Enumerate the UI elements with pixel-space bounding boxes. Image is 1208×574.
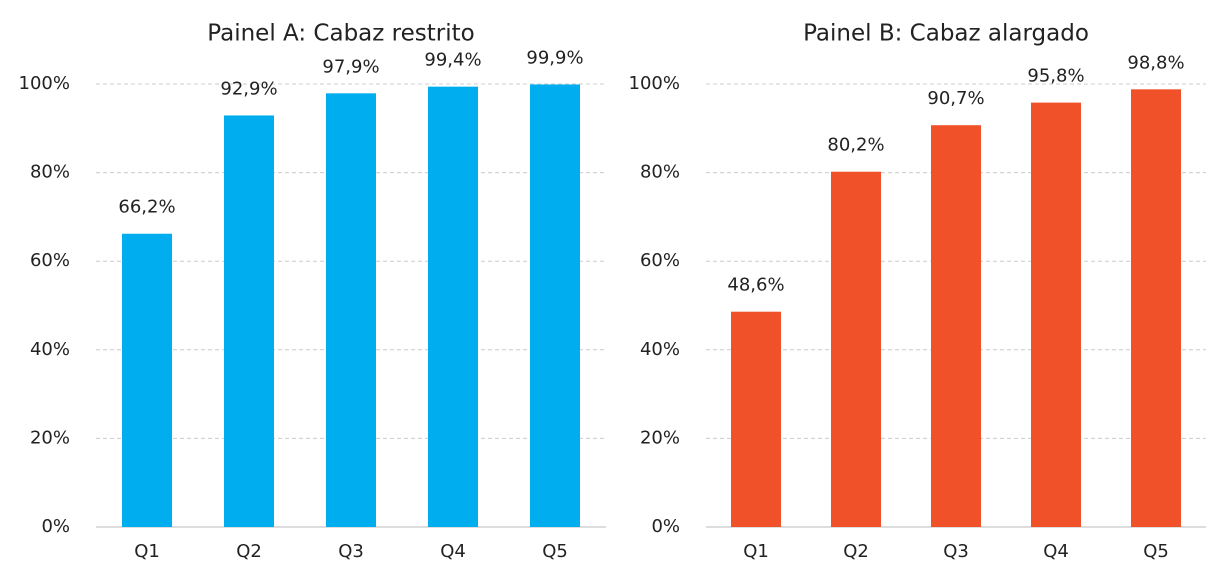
data-label: 80,2% — [827, 135, 884, 156]
y-tick-label: 0% — [651, 516, 680, 537]
x-tick-label: Q5 — [542, 541, 568, 562]
bar — [326, 93, 376, 527]
data-label: 48,6% — [727, 275, 784, 296]
x-tick-label: Q3 — [943, 541, 969, 562]
chart-title: Painel B: Cabaz alargado — [803, 21, 1089, 47]
bar — [931, 125, 981, 527]
x-tick-label: Q1 — [743, 541, 769, 562]
data-label: 92,9% — [220, 78, 277, 99]
x-tick-label: Q1 — [134, 541, 160, 562]
data-label: 95,8% — [1027, 66, 1084, 87]
y-tick-label: 80% — [640, 162, 680, 183]
bar — [731, 311, 781, 527]
data-label: 66,2% — [118, 197, 175, 218]
y-tick-label: 60% — [640, 250, 680, 271]
data-label: 99,9% — [526, 47, 583, 68]
data-label: 98,8% — [1127, 52, 1184, 73]
y-tick-label: 20% — [30, 427, 70, 448]
bar — [831, 171, 881, 528]
y-tick-label: 80% — [30, 162, 70, 183]
bar — [530, 84, 580, 528]
y-tick-label: 0% — [41, 516, 70, 537]
y-tick-label: 100% — [19, 73, 70, 94]
x-tick-label: Q4 — [440, 541, 466, 562]
bar — [122, 233, 172, 527]
y-tick-label: 60% — [30, 250, 70, 271]
chart-title: Painel A: Cabaz restrito — [207, 21, 474, 47]
data-label: 90,7% — [927, 88, 984, 109]
x-tick-label: Q5 — [1143, 541, 1169, 562]
y-tick-label: 20% — [640, 427, 680, 448]
bar — [1131, 89, 1181, 527]
y-tick-label: 40% — [640, 339, 680, 360]
bar — [428, 86, 478, 528]
x-tick-label: Q4 — [1043, 541, 1069, 562]
data-label: 97,9% — [322, 56, 379, 77]
x-tick-label: Q3 — [338, 541, 364, 562]
y-tick-label: 100% — [629, 73, 680, 94]
x-tick-label: Q2 — [236, 541, 262, 562]
bar — [1031, 102, 1081, 527]
x-tick-label: Q2 — [843, 541, 869, 562]
bar — [224, 115, 274, 527]
data-label: 99,4% — [424, 50, 481, 71]
y-tick-label: 40% — [30, 339, 70, 360]
